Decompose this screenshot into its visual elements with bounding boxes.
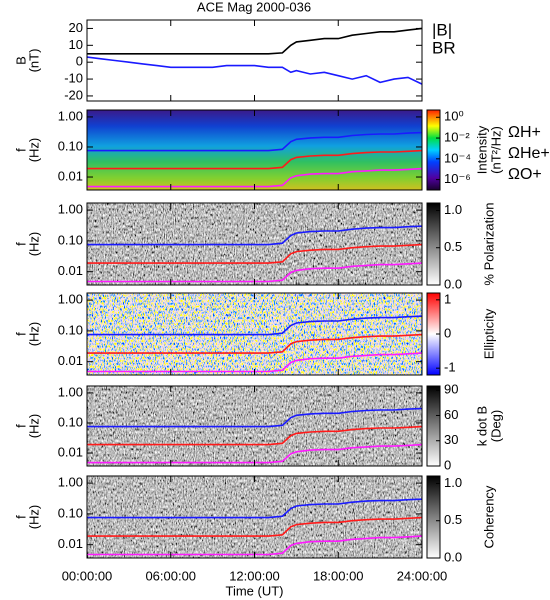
y-tick-label: 0 xyxy=(76,54,83,69)
y-tick-label: 0.10 xyxy=(58,232,83,247)
colorbar-tick-label: 10⁰ xyxy=(444,109,464,124)
y-tick-label: 1.00 xyxy=(58,384,83,399)
y-tick-label: 1.00 xyxy=(58,108,83,123)
colorbar xyxy=(426,475,441,559)
y-axis-label: f xyxy=(13,148,28,152)
series-line xyxy=(87,27,423,55)
colorbar-tick-label: 1 xyxy=(444,291,451,306)
y-tick-label: 0.10 xyxy=(58,138,83,153)
colorbar-label: Intensity xyxy=(474,125,489,174)
series-line xyxy=(87,167,423,188)
y-axis-label: (nT) xyxy=(26,49,41,73)
legend-label: BR xyxy=(432,38,456,57)
y-tick-label: 1.00 xyxy=(58,292,83,307)
colorbar-label: % Polarization xyxy=(481,202,496,285)
y-tick-label: 0.01 xyxy=(58,444,83,459)
colorbar-tick-label: 0.0 xyxy=(444,549,462,564)
legend-label: ΩHe+ xyxy=(508,145,550,162)
y-axis-label: f xyxy=(13,424,28,428)
series-line xyxy=(87,498,423,519)
x-tick-label: 00:00:00 xyxy=(62,568,113,583)
y-tick-label: 20 xyxy=(69,20,83,35)
series-line xyxy=(87,443,423,464)
y-axis-label: f xyxy=(13,242,28,246)
colorbar-tick-label: 0.5 xyxy=(444,239,462,254)
y-tick-label: 0.01 xyxy=(58,263,83,278)
series-line xyxy=(87,516,423,537)
y-tick-label: 10 xyxy=(69,37,83,52)
series-line xyxy=(87,425,423,446)
y-tick-label: 0.01 xyxy=(58,353,83,368)
colorbar-tick-label: 10⁻⁴ xyxy=(444,150,471,165)
legend-label: |B| xyxy=(432,20,452,39)
colorbar xyxy=(426,109,441,191)
x-tick-label: 24:00:00 xyxy=(397,568,448,583)
colorbar-label: Coherency xyxy=(481,485,496,548)
colorbar-tick-label: 1.0 xyxy=(444,475,462,490)
y-tick-label: 0.01 xyxy=(58,536,83,551)
colorbar xyxy=(426,385,441,467)
y-tick-label: 1.00 xyxy=(58,475,83,490)
y-tick-label: 0.01 xyxy=(58,168,83,183)
colorbar-tick-label: 30 xyxy=(444,432,458,447)
colorbar-label: Ellipticity xyxy=(481,308,496,359)
y-axis-label: (Hz) xyxy=(26,505,41,530)
colorbar-tick-label: 10⁻² xyxy=(444,129,470,144)
x-tick-label: 18:00:00 xyxy=(313,568,364,583)
series-line xyxy=(87,131,423,152)
legend-label: ΩO+ xyxy=(508,166,542,183)
colorbar xyxy=(426,202,441,286)
colorbar-tick-label: 0 xyxy=(444,325,451,340)
colorbar-label: (nT²/Hz) xyxy=(488,126,503,174)
colorbar-tick-label: 0 xyxy=(444,457,451,472)
y-tick-label: 0.10 xyxy=(58,414,83,429)
y-axis-label: (Hz) xyxy=(26,138,41,163)
series-line xyxy=(87,333,423,354)
y-tick-label: -20 xyxy=(64,87,83,102)
y-tick-label: 0.10 xyxy=(58,322,83,337)
y-axis-label: B xyxy=(13,56,28,65)
series-line xyxy=(87,262,423,283)
x-tick-label: 06:00:00 xyxy=(145,568,196,583)
colorbar-tick-label: 0.5 xyxy=(444,512,462,527)
x-tick-label: 12:00:00 xyxy=(229,568,280,583)
series-line xyxy=(87,352,423,373)
chart-title: ACE Mag 2000-036 xyxy=(197,0,311,14)
x-axis-label: Time (UT) xyxy=(225,583,283,598)
series-line xyxy=(87,535,423,556)
colorbar-tick-label: 90 xyxy=(444,382,458,397)
series-line xyxy=(87,243,423,264)
colorbar-tick-label: 1.0 xyxy=(444,202,462,217)
y-axis-label: (Hz) xyxy=(26,232,41,257)
colorbar-tick-label: -1 xyxy=(444,360,456,375)
colorbar-tick-label: 10⁻⁶ xyxy=(444,171,471,186)
series-line xyxy=(87,407,423,428)
y-tick-label: -10 xyxy=(64,71,83,86)
series-line xyxy=(87,225,423,246)
series-line xyxy=(87,315,423,336)
colorbar-tick-label: 0.0 xyxy=(444,276,462,291)
y-tick-label: 0.10 xyxy=(58,505,83,520)
y-axis-label: f xyxy=(13,515,28,519)
colorbar-tick-label: 60 xyxy=(444,407,458,422)
y-axis-label: (Hz) xyxy=(26,322,41,347)
series-line xyxy=(86,56,423,85)
series-line xyxy=(87,149,423,170)
y-axis-label: f xyxy=(13,332,28,336)
y-tick-label: 1.00 xyxy=(58,202,83,217)
legend-label: ΩH+ xyxy=(508,124,541,141)
colorbar-label: (Deg) xyxy=(488,410,503,443)
y-axis-label: (Hz) xyxy=(26,414,41,439)
colorbar-label: k dot B xyxy=(474,406,489,446)
